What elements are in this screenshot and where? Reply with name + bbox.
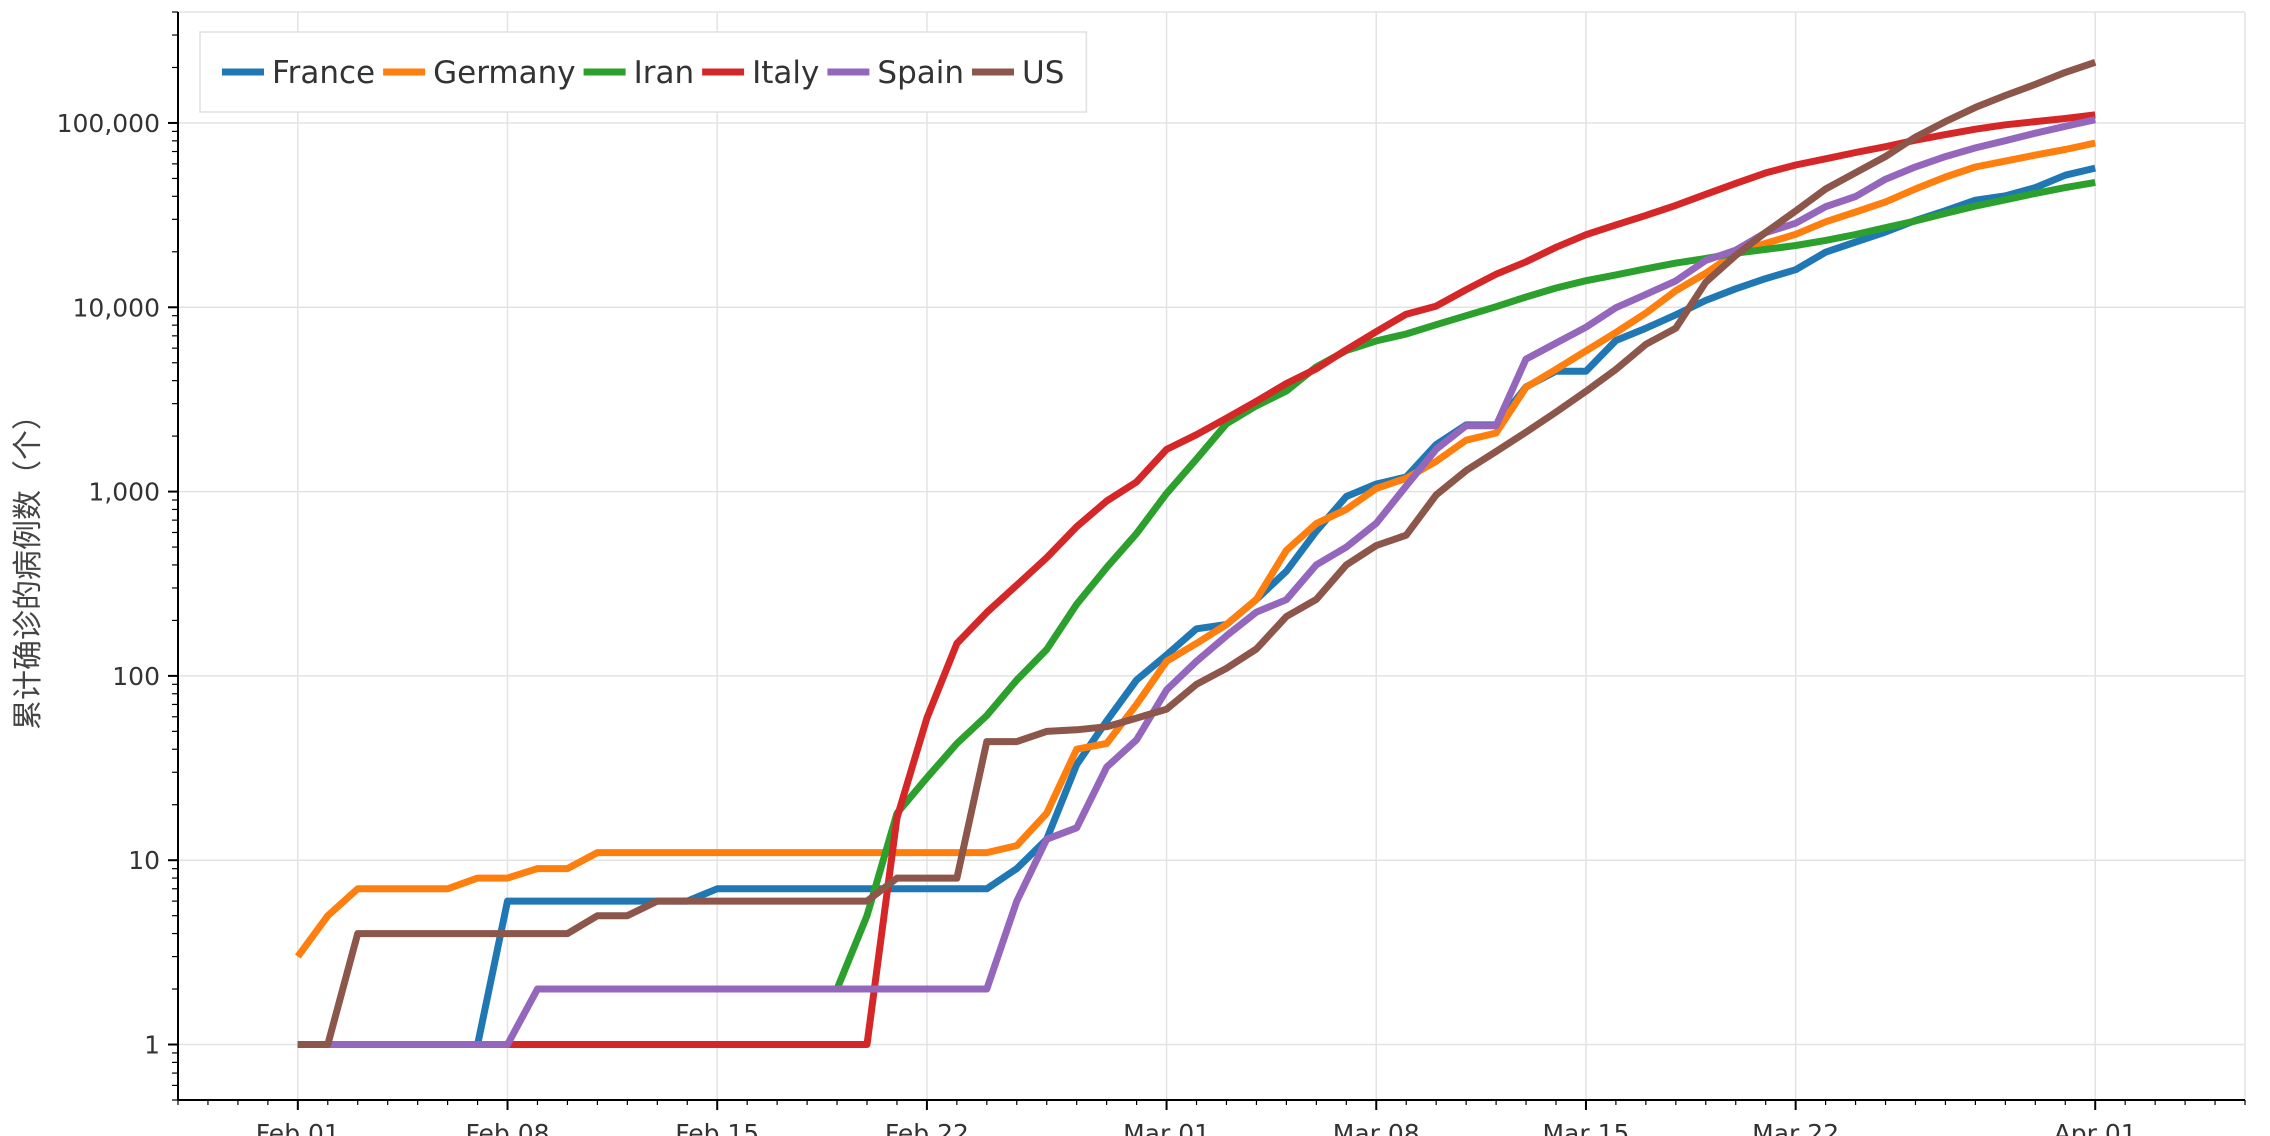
legend-label-france: France	[272, 55, 375, 91]
legend-label-italy: Italy	[752, 55, 819, 91]
y-tick-label: 100,000	[57, 109, 160, 138]
y-tick-label: 100	[112, 662, 160, 691]
y-axis-label: 累计确诊的病例数（个）	[11, 400, 46, 730]
legend-label-germany: Germany	[433, 55, 575, 91]
y-tick-label: 10,000	[73, 293, 160, 322]
y-tick-label: 10	[128, 846, 160, 875]
legend-label-us: US	[1022, 55, 1064, 91]
x-tick-label: Feb 15	[675, 1119, 759, 1136]
legend: France Germany Iran Italy Spain US	[199, 31, 1088, 113]
legend-label-spain: Spain	[877, 55, 964, 91]
legend-label-iran: Iran	[634, 55, 695, 91]
legend-box	[199, 31, 1088, 113]
series-line-us	[297, 58, 2097, 1048]
y-tick-label: 1	[144, 1031, 160, 1060]
x-tick-label: Feb 01	[256, 1119, 340, 1136]
series-line-germany	[294, 139, 2096, 959]
x-tick-label: Mar 08	[1333, 1119, 1420, 1136]
x-tick-label: Mar 15	[1542, 1119, 1629, 1136]
x-tick-label: Feb 08	[466, 1119, 550, 1136]
x-tick-label: Mar 22	[1752, 1119, 1839, 1136]
x-tick-label: Feb 22	[885, 1119, 969, 1136]
x-tick-label: Mar 01	[1123, 1119, 1210, 1136]
series-lines	[294, 58, 2097, 1048]
x-tick-label: Apr 01	[2054, 1119, 2137, 1136]
grid-lines	[178, 11, 2246, 1100]
axes: Feb 01 Feb 08 Feb 15 Feb 22 Mar 01 Mar 08 Mar …	[57, 11, 2246, 1136]
y-tick-label: 1,000	[88, 478, 160, 507]
series-line-spain	[297, 116, 2096, 1048]
series-line-italy	[297, 111, 2096, 1048]
series-line-iran	[833, 178, 2096, 991]
